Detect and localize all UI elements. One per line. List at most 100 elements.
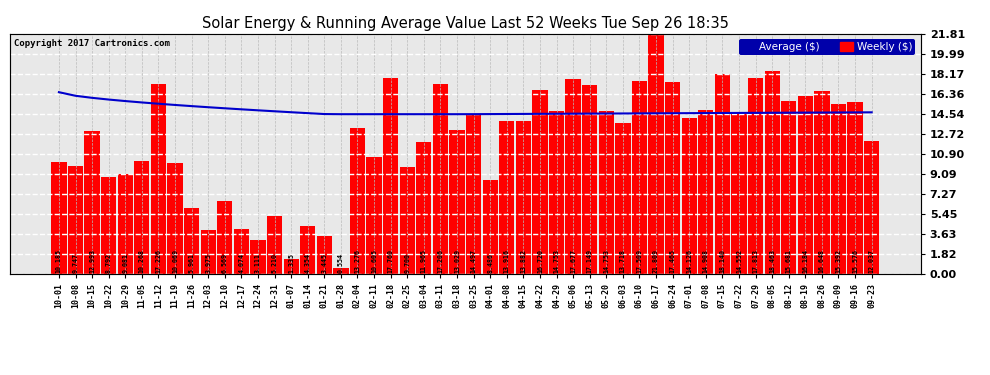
Text: 13.029: 13.029 [454,249,460,273]
Bar [466,114,481,274]
Bar [234,229,249,274]
Bar [482,180,498,274]
Bar [366,157,382,274]
Text: 16.720: 16.720 [537,249,543,273]
Text: 9.700: 9.700 [404,253,410,273]
Bar [732,114,746,274]
Bar [184,208,199,274]
Text: 10.069: 10.069 [172,249,178,273]
Bar [565,79,581,274]
Text: 9.081: 9.081 [123,253,129,273]
Bar [698,110,714,274]
Bar [533,90,547,274]
Text: 5.961: 5.961 [189,253,195,273]
Text: 17.226: 17.226 [155,249,161,273]
Bar [499,121,515,274]
Bar [217,201,233,274]
Bar [599,111,614,274]
Text: 10.268: 10.268 [139,249,145,273]
Legend: Average ($), Weekly ($): Average ($), Weekly ($) [739,39,916,55]
Text: 12.037: 12.037 [868,249,875,273]
Bar [267,216,282,274]
Bar [51,162,66,274]
Bar [764,70,780,274]
Text: 3.445: 3.445 [322,253,328,273]
Text: 17.206: 17.206 [438,249,444,273]
Text: 21.809: 21.809 [653,249,659,273]
Bar [400,167,415,274]
Text: 14.753: 14.753 [553,249,559,273]
Bar [582,85,597,274]
Bar [283,259,299,274]
Text: 16.648: 16.648 [819,249,825,273]
Text: 14.126: 14.126 [686,249,692,273]
Bar [150,84,166,274]
Text: 8.486: 8.486 [487,253,493,273]
Text: 13.882: 13.882 [521,249,527,273]
Text: 13.916: 13.916 [504,249,510,273]
Text: 3.111: 3.111 [255,253,261,273]
Bar [847,102,862,274]
Text: 18.140: 18.140 [720,249,726,273]
Bar [68,166,83,274]
Text: 1.335: 1.335 [288,253,294,273]
Text: 5.210: 5.210 [271,253,277,273]
Bar [317,236,332,274]
Bar [334,268,348,274]
Bar [383,78,398,274]
Text: 10.185: 10.185 [55,249,62,273]
Text: 17.760: 17.760 [388,249,394,273]
Text: 17.509: 17.509 [637,249,643,273]
Text: 18.463: 18.463 [769,249,775,273]
Text: 15.392: 15.392 [836,249,842,273]
Text: 15.681: 15.681 [786,249,792,273]
Title: Solar Energy & Running Average Value Last 52 Weeks Tue Sep 26 18:35: Solar Energy & Running Average Value Las… [202,16,729,31]
Text: 16.184: 16.184 [802,249,808,273]
Bar [449,130,464,274]
Text: 11.965: 11.965 [421,249,427,273]
Bar [632,81,647,274]
Bar [798,96,813,274]
Bar [548,111,564,274]
Text: 6.569: 6.569 [222,253,228,273]
Bar [101,177,116,274]
Bar [201,230,216,274]
Text: 14.552: 14.552 [736,249,742,273]
Text: 14.497: 14.497 [470,249,476,273]
Text: 14.908: 14.908 [703,249,709,273]
Text: 13.718: 13.718 [620,249,626,273]
Text: 13.276: 13.276 [354,249,360,273]
Text: 3.975: 3.975 [205,253,211,273]
Bar [864,141,879,274]
Text: 17.677: 17.677 [570,249,576,273]
Bar [615,123,631,274]
Text: 14.753: 14.753 [603,249,609,273]
Text: 0.554: 0.554 [338,253,344,273]
Bar [118,174,133,274]
Bar [349,128,365,274]
Text: 17.813: 17.813 [752,249,758,273]
Text: Copyright 2017 Cartronics.com: Copyright 2017 Cartronics.com [15,39,170,48]
Bar [250,240,265,274]
Bar [681,118,697,274]
Text: 15.576: 15.576 [852,249,858,273]
Bar [781,101,796,274]
Bar [747,78,763,274]
Bar [516,121,531,274]
Bar [300,226,316,274]
Text: 17.465: 17.465 [669,249,675,273]
Bar [831,104,846,274]
Text: 4.074: 4.074 [239,253,245,273]
Bar [433,84,448,274]
Bar [416,142,432,274]
Text: 9.747: 9.747 [72,253,78,273]
Text: 8.792: 8.792 [106,253,112,273]
Text: 17.149: 17.149 [587,249,593,273]
Bar [135,161,149,274]
Bar [84,131,100,274]
Bar [715,74,730,274]
Bar [167,163,183,274]
Bar [665,82,680,274]
Bar [648,34,663,274]
Text: 12.993: 12.993 [89,249,95,273]
